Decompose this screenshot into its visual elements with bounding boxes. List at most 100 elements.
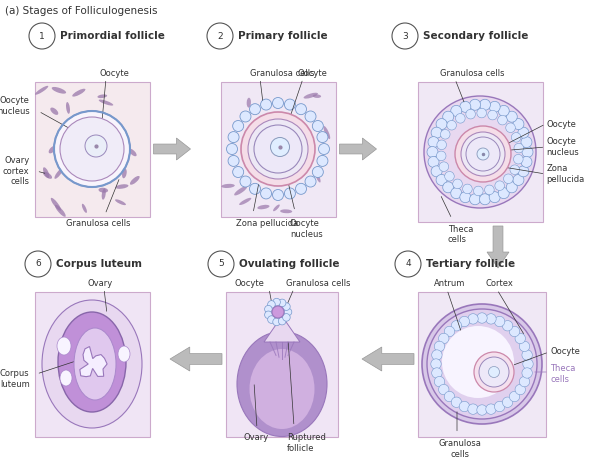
Circle shape bbox=[474, 352, 514, 392]
Ellipse shape bbox=[43, 167, 49, 178]
Text: Oocyte
nucleus: Oocyte nucleus bbox=[547, 137, 579, 157]
Ellipse shape bbox=[128, 149, 137, 156]
Ellipse shape bbox=[115, 200, 126, 205]
Text: Cortex: Cortex bbox=[485, 280, 513, 289]
Circle shape bbox=[459, 401, 470, 412]
Circle shape bbox=[284, 308, 292, 316]
Circle shape bbox=[451, 397, 461, 408]
Ellipse shape bbox=[315, 172, 320, 182]
Circle shape bbox=[241, 112, 315, 186]
Circle shape bbox=[431, 166, 442, 177]
Polygon shape bbox=[80, 346, 107, 377]
Circle shape bbox=[228, 155, 239, 166]
Circle shape bbox=[434, 341, 445, 352]
Ellipse shape bbox=[98, 188, 108, 192]
Circle shape bbox=[463, 184, 472, 194]
Circle shape bbox=[439, 162, 449, 172]
Circle shape bbox=[295, 183, 307, 194]
Text: Corpus
luteum: Corpus luteum bbox=[0, 369, 29, 389]
Circle shape bbox=[436, 118, 447, 129]
Circle shape bbox=[479, 99, 490, 110]
Circle shape bbox=[522, 350, 532, 360]
Circle shape bbox=[519, 376, 530, 387]
Circle shape bbox=[440, 129, 450, 139]
Circle shape bbox=[453, 179, 463, 189]
Text: Corpus luteum: Corpus luteum bbox=[56, 259, 142, 269]
Ellipse shape bbox=[55, 205, 66, 217]
Circle shape bbox=[265, 311, 272, 319]
Circle shape bbox=[208, 251, 234, 277]
Circle shape bbox=[468, 404, 478, 414]
Text: Granulosa cells: Granulosa cells bbox=[250, 69, 314, 78]
Ellipse shape bbox=[239, 198, 251, 205]
Circle shape bbox=[489, 191, 500, 203]
Circle shape bbox=[451, 320, 461, 331]
Circle shape bbox=[494, 401, 505, 412]
Text: Tertiary follicle: Tertiary follicle bbox=[426, 259, 515, 269]
Circle shape bbox=[278, 317, 286, 325]
Circle shape bbox=[479, 357, 509, 387]
Circle shape bbox=[455, 126, 511, 182]
Text: Granulosa
cells: Granulosa cells bbox=[439, 439, 481, 459]
Text: Oocyte: Oocyte bbox=[298, 69, 328, 78]
Circle shape bbox=[466, 137, 500, 171]
Circle shape bbox=[495, 181, 505, 191]
Text: Granulosa cells: Granulosa cells bbox=[286, 279, 350, 288]
Circle shape bbox=[283, 303, 290, 310]
Circle shape bbox=[498, 188, 509, 199]
Circle shape bbox=[272, 306, 284, 318]
Circle shape bbox=[522, 368, 532, 378]
Circle shape bbox=[486, 404, 496, 414]
Circle shape bbox=[305, 176, 316, 187]
Circle shape bbox=[468, 314, 478, 324]
Circle shape bbox=[519, 341, 530, 352]
Text: Antrum: Antrum bbox=[434, 280, 466, 289]
Ellipse shape bbox=[247, 98, 251, 108]
Circle shape bbox=[513, 174, 524, 185]
FancyBboxPatch shape bbox=[35, 292, 149, 437]
Circle shape bbox=[485, 185, 494, 195]
Text: Oocyte
nucleus: Oocyte nucleus bbox=[0, 96, 29, 116]
Circle shape bbox=[497, 115, 507, 125]
Circle shape bbox=[473, 186, 483, 196]
Ellipse shape bbox=[250, 349, 314, 429]
Text: 2: 2 bbox=[217, 31, 223, 40]
Circle shape bbox=[506, 182, 517, 193]
Circle shape bbox=[514, 143, 524, 153]
Circle shape bbox=[513, 118, 524, 129]
Text: Granulosa cells: Granulosa cells bbox=[440, 69, 505, 78]
Circle shape bbox=[494, 316, 505, 327]
Ellipse shape bbox=[60, 370, 72, 386]
Ellipse shape bbox=[304, 93, 318, 99]
Circle shape bbox=[510, 165, 520, 174]
Ellipse shape bbox=[97, 94, 107, 98]
FancyBboxPatch shape bbox=[226, 292, 338, 437]
Text: Ovulating follicle: Ovulating follicle bbox=[239, 259, 340, 269]
Circle shape bbox=[240, 176, 251, 187]
Ellipse shape bbox=[58, 312, 126, 412]
Circle shape bbox=[228, 132, 239, 143]
Circle shape bbox=[428, 137, 439, 147]
FancyBboxPatch shape bbox=[221, 82, 335, 217]
Circle shape bbox=[268, 316, 275, 323]
Text: 6: 6 bbox=[35, 259, 41, 268]
Circle shape bbox=[461, 132, 505, 176]
Circle shape bbox=[434, 376, 445, 387]
Circle shape bbox=[521, 137, 532, 147]
Circle shape bbox=[451, 105, 462, 116]
Text: Ruptured
follicle: Ruptured follicle bbox=[287, 434, 326, 453]
Circle shape bbox=[502, 320, 513, 331]
Circle shape bbox=[443, 111, 454, 122]
Ellipse shape bbox=[280, 210, 292, 213]
Circle shape bbox=[436, 174, 447, 185]
Ellipse shape bbox=[313, 94, 321, 98]
FancyArrow shape bbox=[340, 138, 377, 160]
Circle shape bbox=[445, 172, 454, 181]
Circle shape bbox=[233, 120, 244, 131]
Circle shape bbox=[489, 101, 500, 112]
Circle shape bbox=[25, 251, 51, 277]
Circle shape bbox=[250, 183, 260, 194]
Circle shape bbox=[317, 155, 328, 166]
Circle shape bbox=[523, 359, 533, 369]
Circle shape bbox=[283, 314, 290, 321]
